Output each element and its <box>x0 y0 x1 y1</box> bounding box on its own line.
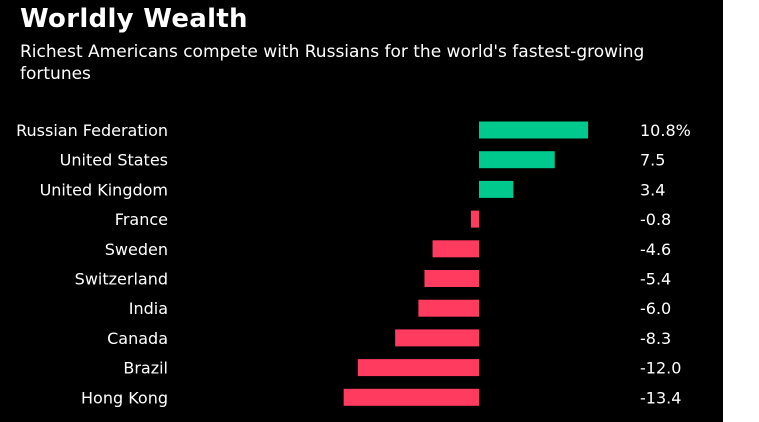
bar-chart: Russian Federation 10.8% United States 7.5 U… <box>16 121 691 407</box>
bar-hong-kong <box>343 388 479 406</box>
category-label-russian-federation: Russian Federation <box>16 121 168 140</box>
category-label-switzerland: Switzerland <box>75 270 168 289</box>
page-title: Worldly Wealth <box>20 4 248 34</box>
value-label-brazil: -12.0 <box>640 359 681 378</box>
category-label-canada: Canada <box>107 329 168 348</box>
page-subtitle: Richest Americans compete with Russians … <box>20 42 645 84</box>
chart-panel: Worldly Wealth Richest Americans compete… <box>0 0 723 422</box>
value-label-switzerland: -5.4 <box>640 270 671 289</box>
value-label-united-kingdom: 3.4 <box>640 180 665 199</box>
value-label-united-states: 7.5 <box>640 151 665 170</box>
category-label-sweden: Sweden <box>105 240 168 259</box>
bar-india <box>418 299 479 317</box>
value-label-canada: -8.3 <box>640 329 671 348</box>
bar-brazil <box>357 359 479 377</box>
value-label-russian-federation: 10.8% <box>640 121 691 140</box>
bar-russian-federation <box>479 121 589 139</box>
category-label-brazil: Brazil <box>123 359 168 378</box>
value-label-hong-kong: -13.4 <box>640 388 681 407</box>
category-label-india: India <box>129 299 168 318</box>
value-label-india: -6.0 <box>640 299 671 318</box>
value-label-sweden: -4.6 <box>640 240 671 259</box>
category-label-hong-kong: Hong Kong <box>81 388 168 407</box>
category-label-united-kingdom: United Kingdom <box>40 180 168 199</box>
bar-switzerland <box>424 270 479 287</box>
bar-united-states <box>479 151 555 169</box>
bar-france <box>470 210 479 228</box>
value-label-france: -0.8 <box>640 210 671 229</box>
bar-canada <box>395 329 479 347</box>
bar-united-kingdom <box>479 180 514 198</box>
category-label-united-states: United States <box>60 151 168 170</box>
category-label-france: France <box>115 210 168 229</box>
bar-sweden <box>432 240 479 258</box>
